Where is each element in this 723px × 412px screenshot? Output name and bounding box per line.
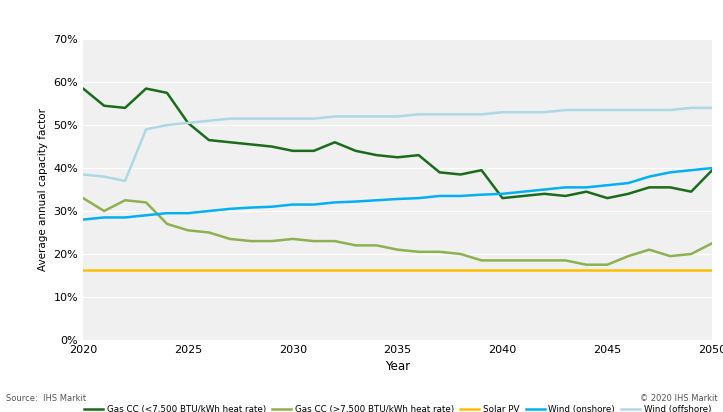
X-axis label: Year: Year <box>385 360 410 373</box>
Y-axis label: Average annual capacity factor: Average annual capacity factor <box>38 108 48 271</box>
Text: © 2020 IHS Markit: © 2020 IHS Markit <box>640 394 717 403</box>
Text: New England ISO capacity factor by technology, Planning Case (May 2020 release): New England ISO capacity factor by techn… <box>6 13 495 26</box>
Legend: Gas CC (<7,500 BTU/kWh heat rate), Gas CC (>7,500 BTU/kWh heat rate), Solar PV, : Gas CC (<7,500 BTU/kWh heat rate), Gas C… <box>80 401 715 412</box>
Text: Source:  IHS Markit: Source: IHS Markit <box>6 394 86 403</box>
